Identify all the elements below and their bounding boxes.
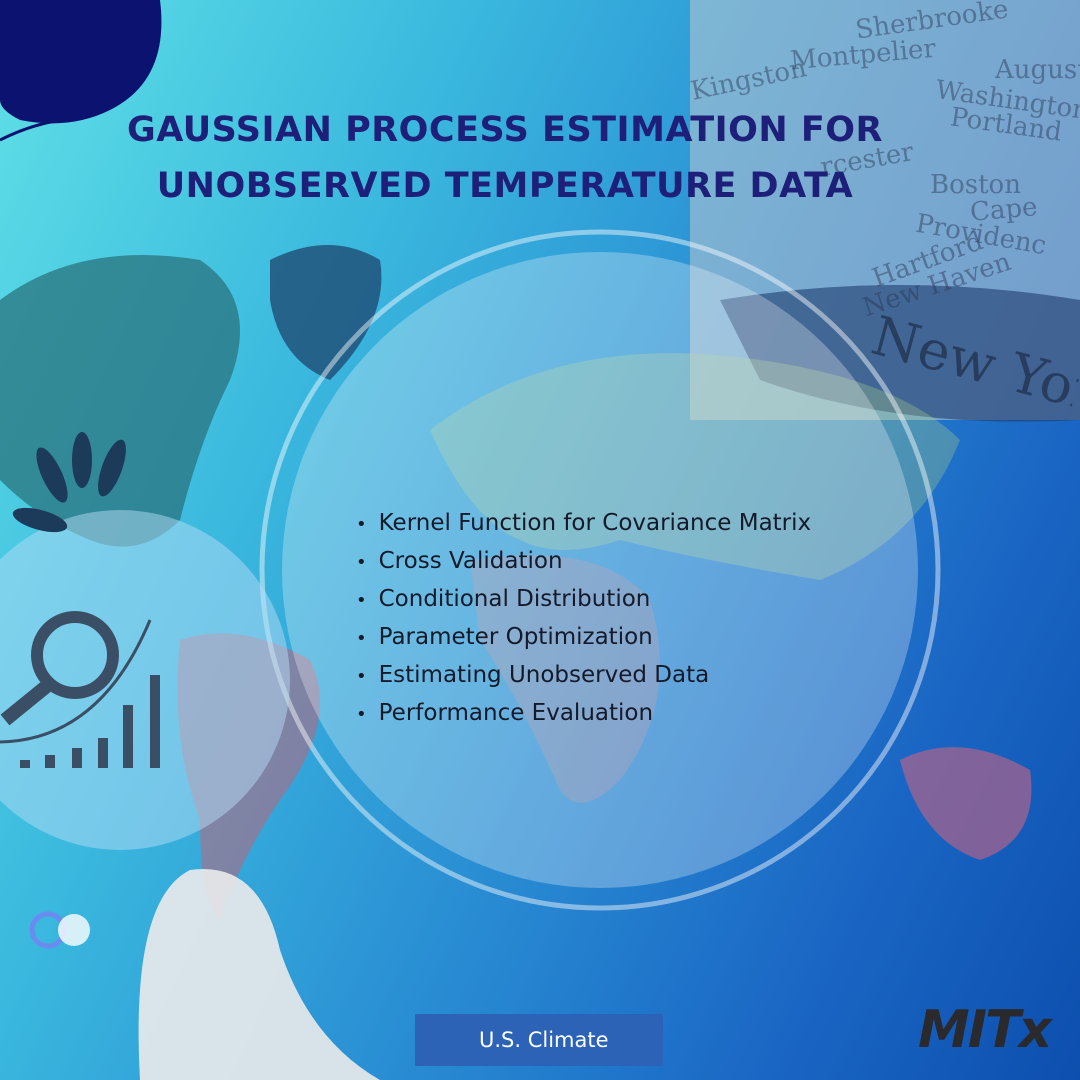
continent-greenland xyxy=(270,245,382,380)
topic-item: Cross Validation xyxy=(356,542,811,580)
title-line: UNOBSERVED TEMPERATURE DATA xyxy=(156,166,854,206)
title-line: GAUSSIAN PROCESS ESTIMATION FOR xyxy=(126,110,884,150)
map-label: Augusta xyxy=(995,55,1080,85)
topic-item: Conditional Distribution xyxy=(356,580,811,618)
topic-list: Kernel Function for Covariance MatrixCro… xyxy=(356,504,812,732)
topic-item: Parameter Optimization xyxy=(356,618,811,656)
continent-australia xyxy=(900,747,1032,860)
curve xyxy=(0,116,81,142)
topic-item: Kernel Function for Covariance Matrix xyxy=(356,504,812,542)
map-dark-band xyxy=(720,285,1080,422)
light-blob xyxy=(138,869,380,1080)
corner-blob xyxy=(0,0,162,124)
center-ring xyxy=(259,229,941,911)
topic-item: Estimating Unobserved Data xyxy=(356,656,811,694)
ring-icon xyxy=(58,914,90,946)
sparkle-icon xyxy=(12,432,126,533)
map-label: Boston xyxy=(930,170,1021,200)
source-logo: U.S. Climate Data xyxy=(415,1014,663,1066)
brand-logo: MITx xyxy=(918,1000,1052,1060)
topic-item: Performance Evaluation xyxy=(356,694,811,732)
search-chart-icon xyxy=(0,611,160,768)
continent-north-america xyxy=(0,255,240,547)
